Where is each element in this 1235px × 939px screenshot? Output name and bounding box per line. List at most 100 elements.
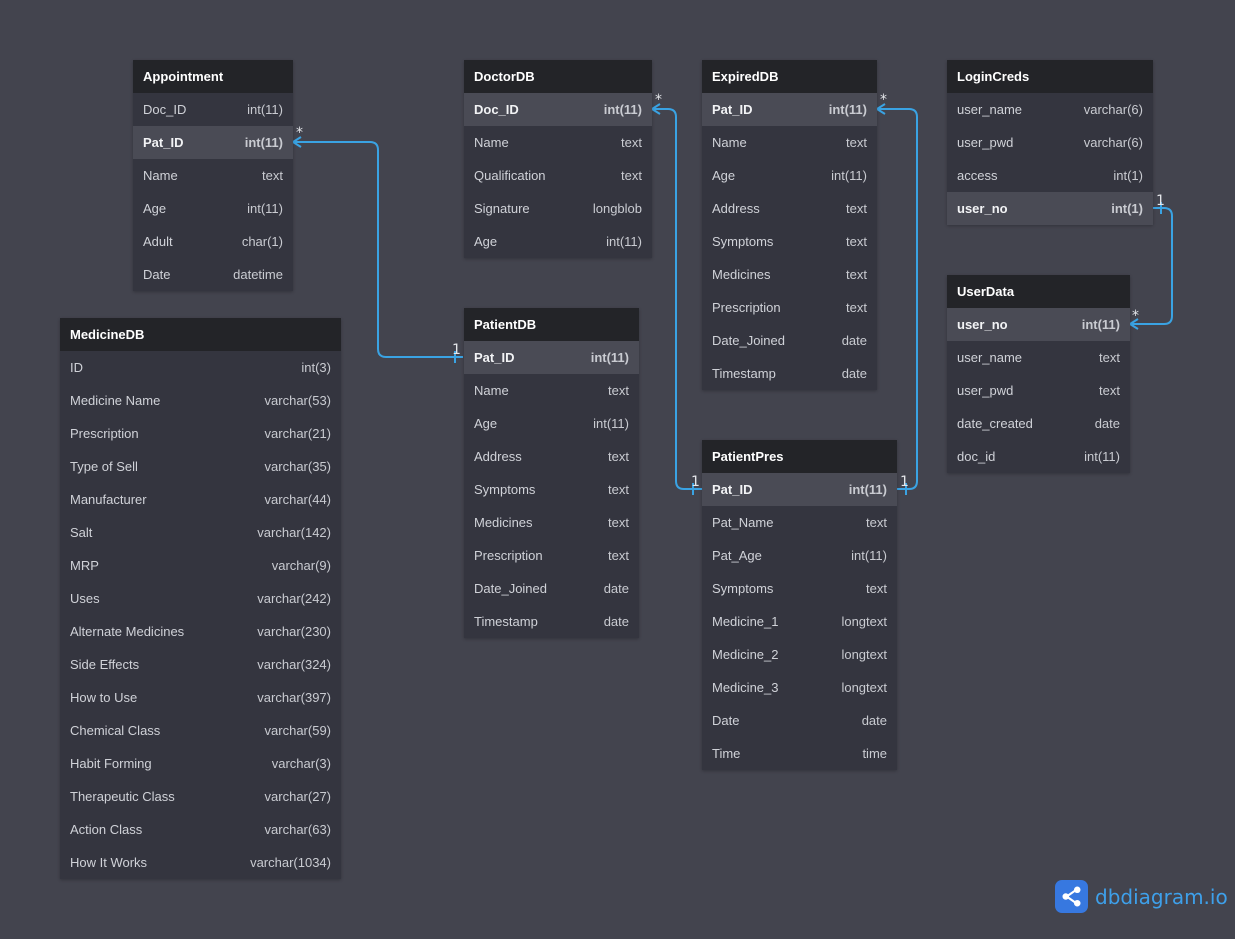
table-header[interactable]: PatientPres: [702, 440, 897, 473]
field-row[interactable]: Prescription text: [702, 291, 877, 324]
field-row[interactable]: Name text: [133, 159, 293, 192]
field-row[interactable]: Signature longblob: [464, 192, 652, 225]
field-row[interactable]: Salt varchar(142): [60, 516, 341, 549]
field-row[interactable]: Medicine_3 longtext: [702, 671, 897, 704]
table-medicinedb[interactable]: MedicineDB ID int(3) Medicine Name varchar…: [60, 318, 341, 879]
field-row[interactable]: Adult char(1): [133, 225, 293, 258]
field-row[interactable]: How It Works varchar(1034): [60, 846, 341, 879]
table-expireddb[interactable]: ExpiredDB Pat_ID int(11) Name text Age int(…: [702, 60, 877, 390]
field-name: Chemical Class: [70, 723, 161, 738]
table-header[interactable]: ExpiredDB: [702, 60, 877, 93]
field-row[interactable]: Age int(11): [464, 225, 652, 258]
field-row[interactable]: Side Effects varchar(324): [60, 648, 341, 681]
field-row[interactable]: Medicines text: [464, 506, 639, 539]
field-row[interactable]: user_pwd text: [947, 374, 1130, 407]
field-name: Pat_Age: [712, 548, 762, 563]
field-row[interactable]: Doc_ID int(11): [133, 93, 293, 126]
field-row[interactable]: Age int(11): [464, 407, 639, 440]
field-row[interactable]: user_no int(1): [947, 192, 1153, 225]
field-row[interactable]: Pat_ID int(11): [702, 473, 897, 506]
field-type: text: [262, 168, 283, 183]
field-row[interactable]: Date date: [702, 704, 897, 737]
field-name: Therapeutic Class: [70, 789, 175, 804]
field-name: Signature: [474, 201, 530, 216]
field-name: Symptoms: [712, 234, 774, 249]
field-type: varchar(21): [264, 426, 331, 441]
table-doctordb[interactable]: DoctorDB Doc_ID int(11) Name text Qualific…: [464, 60, 652, 258]
field-row[interactable]: Address text: [464, 440, 639, 473]
field-row[interactable]: user_name varchar(6): [947, 93, 1153, 126]
field-row[interactable]: Pat_ID int(11): [133, 126, 293, 159]
field-row[interactable]: access int(1): [947, 159, 1153, 192]
field-row[interactable]: user_no int(11): [947, 308, 1130, 341]
field-row[interactable]: Symptoms text: [702, 225, 877, 258]
field-row[interactable]: Symptoms text: [464, 473, 639, 506]
table-header[interactable]: PatientDB: [464, 308, 639, 341]
brand-logo[interactable]: dbdiagram.io: [1055, 880, 1228, 913]
field-row[interactable]: date_created date: [947, 407, 1130, 440]
field-name: Side Effects: [70, 657, 140, 672]
field-row[interactable]: Pat_ID int(11): [702, 93, 877, 126]
field-row[interactable]: Prescription text: [464, 539, 639, 572]
field-type: text: [846, 135, 867, 150]
field-row[interactable]: Medicines text: [702, 258, 877, 291]
table-header[interactable]: Appointment: [133, 60, 293, 93]
field-row[interactable]: Qualification text: [464, 159, 652, 192]
field-row[interactable]: Doc_ID int(11): [464, 93, 652, 126]
field-name: ID: [70, 360, 83, 375]
field-type: int(1): [1113, 168, 1143, 183]
table-logincreds[interactable]: LoginCreds user_name varchar(6) user_pwd v…: [947, 60, 1153, 225]
field-row[interactable]: doc_id int(11): [947, 440, 1130, 473]
field-row[interactable]: Prescription varchar(21): [60, 417, 341, 450]
field-row[interactable]: Medicine_1 longtext: [702, 605, 897, 638]
field-row[interactable]: Uses varchar(242): [60, 582, 341, 615]
field-type: varchar(44): [264, 492, 331, 507]
field-row[interactable]: user_name text: [947, 341, 1130, 374]
field-row[interactable]: Name text: [464, 126, 652, 159]
table-userdata[interactable]: UserData user_no int(11) user_name text us…: [947, 275, 1130, 473]
field-type: date: [603, 614, 629, 629]
table-header[interactable]: MedicineDB: [60, 318, 341, 351]
table-patientpres[interactable]: PatientPres Pat_ID int(11) Pat_Name text P…: [702, 440, 897, 770]
field-row[interactable]: user_pwd varchar(6): [947, 126, 1153, 159]
field-row[interactable]: Date_Joined date: [464, 572, 639, 605]
field-row[interactable]: Medicine Name varchar(53): [60, 384, 341, 417]
field-row[interactable]: Medicine_2 longtext: [702, 638, 897, 671]
table-header[interactable]: LoginCreds: [947, 60, 1153, 93]
field-row[interactable]: How to Use varchar(397): [60, 681, 341, 714]
table-header[interactable]: DoctorDB: [464, 60, 652, 93]
table-appointment[interactable]: Appointment Doc_ID int(11) Pat_ID int(11) …: [133, 60, 293, 291]
table-patientdb[interactable]: PatientDB Pat_ID int(11) Name text Age int(…: [464, 308, 639, 638]
field-row[interactable]: Name text: [464, 374, 639, 407]
field-row[interactable]: Age int(11): [702, 159, 877, 192]
field-row[interactable]: Therapeutic Class varchar(27): [60, 780, 341, 813]
field-row[interactable]: Action Class varchar(63): [60, 813, 341, 846]
field-row[interactable]: Address text: [702, 192, 877, 225]
field-type: text: [608, 449, 629, 464]
field-row[interactable]: Pat_Name text: [702, 506, 897, 539]
field-row[interactable]: Pat_ID int(11): [464, 341, 639, 374]
field-row[interactable]: Pat_Age int(11): [702, 539, 897, 572]
field-row[interactable]: Habit Forming varchar(3): [60, 747, 341, 780]
field-row[interactable]: Timestamp date: [702, 357, 877, 390]
field-name: Medicine_2: [712, 647, 779, 662]
field-row[interactable]: Time time: [702, 737, 897, 770]
table-header[interactable]: UserData: [947, 275, 1130, 308]
link-doctordb-patientpres[interactable]: * 1: [651, 92, 702, 495]
field-row[interactable]: Symptoms text: [702, 572, 897, 605]
field-type: text: [846, 201, 867, 216]
field-row[interactable]: Age int(11): [133, 192, 293, 225]
field-row[interactable]: ID int(3): [60, 351, 341, 384]
field-row[interactable]: Timestamp date: [464, 605, 639, 638]
field-row[interactable]: Manufacturer varchar(44): [60, 483, 341, 516]
field-row[interactable]: Date_Joined date: [702, 324, 877, 357]
field-type: longblob: [592, 201, 642, 216]
field-row[interactable]: Alternate Medicines varchar(230): [60, 615, 341, 648]
field-row[interactable]: Type of Sell varchar(35): [60, 450, 341, 483]
field-row[interactable]: MRP varchar(9): [60, 549, 341, 582]
field-row[interactable]: Chemical Class varchar(59): [60, 714, 341, 747]
field-name: Pat_ID: [143, 135, 184, 150]
field-row[interactable]: Name text: [702, 126, 877, 159]
link-expireddb-patientpres[interactable]: * 1: [876, 92, 918, 495]
field-row[interactable]: Date datetime: [133, 258, 293, 291]
